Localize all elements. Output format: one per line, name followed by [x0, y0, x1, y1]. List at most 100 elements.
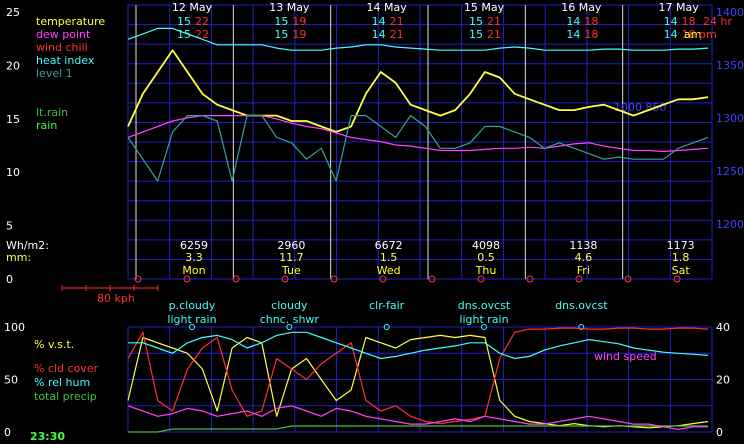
y-tick-label: 0	[4, 426, 11, 439]
legend-label: temperature	[36, 15, 105, 28]
day-hi-value: 14	[566, 15, 580, 28]
y2-tick-label: 20	[716, 374, 730, 387]
day-weekday-label: Sat	[672, 264, 691, 277]
day-date-label: 12 May	[172, 1, 213, 14]
y2-tick-label: 1250	[716, 165, 744, 178]
day-weekday-label: Mon	[182, 264, 205, 277]
wind-direction-marker	[134, 275, 142, 283]
suffix-am-label: am	[684, 28, 701, 41]
weather-detail-label: light rain	[459, 313, 508, 326]
day-date-label: 15 May	[464, 1, 505, 14]
legend-label: % v.s.t.	[34, 338, 74, 351]
day-weekday-label: Wed	[377, 264, 401, 277]
day-date-label: 17 May	[659, 1, 700, 14]
y2-tick-label: 1400	[716, 6, 744, 19]
legend-label: % rel hum	[34, 376, 90, 389]
series-line-total-precip	[128, 425, 708, 433]
rain-row-label: mm:	[6, 251, 31, 264]
y-tick-label: 10	[6, 166, 20, 179]
day-date-label: 16 May	[561, 1, 602, 14]
weather-marker	[383, 324, 390, 330]
day-lo-value: 21	[487, 15, 501, 28]
pressure-note: 1000.850	[614, 101, 667, 114]
wind-direction-marker	[232, 275, 240, 283]
y-tick-label: 50	[4, 374, 18, 387]
day-hi-am-value: 14	[372, 28, 386, 41]
legend-label: wind chill	[36, 41, 88, 54]
legend-label: heat index	[36, 54, 95, 67]
y-tick-label: 25	[6, 6, 20, 19]
day-hi-am-value: 14	[566, 28, 580, 41]
day-rain-mm-value: 3.3	[185, 251, 203, 264]
day-hi-am-value: 15	[469, 28, 483, 41]
weather-condition-label: dns.ovcst	[555, 299, 608, 312]
day-hi-value: 15	[274, 15, 288, 28]
day-hi-am-value: 15	[274, 28, 288, 41]
y2-tick-label: 1200	[716, 218, 744, 231]
wind-direction-marker	[183, 275, 191, 283]
weather-condition-label: cloudy	[271, 299, 308, 312]
day-lo-value: 22	[195, 15, 209, 28]
day-hi-value: 14	[372, 15, 386, 28]
weather-condition-label: dns.ovcst	[458, 299, 511, 312]
day-hi-value: 14	[664, 15, 678, 28]
series-line-wind-speed	[127, 405, 708, 430]
day-lo-pm-value: 18	[682, 28, 696, 41]
series-line--rel-hum	[128, 331, 709, 360]
day-rain-mm-value: 1.8	[672, 251, 690, 264]
legend-label: dew point	[36, 28, 91, 41]
weather-marker	[481, 324, 487, 330]
y-tick-label: 5	[6, 220, 13, 233]
weather-condition-label: p.cloudy	[169, 299, 216, 312]
legend-label: lt.rain	[36, 106, 68, 119]
wind-direction-marker	[330, 275, 338, 283]
day-energy-value: 4098	[472, 239, 500, 252]
wind-direction-marker	[281, 275, 289, 283]
energy-row-label: Wh/m2:	[6, 239, 49, 252]
day-hi-value: 15	[177, 15, 191, 28]
wind-direction-marker	[624, 275, 632, 283]
wind-direction-marker	[526, 275, 534, 283]
clock-time: 23:30	[30, 430, 65, 443]
day-energy-value: 6672	[375, 239, 403, 252]
day-lo-value: 18	[584, 15, 598, 28]
day-energy-value: 1138	[569, 239, 597, 252]
legend-label: % cld cover	[34, 362, 99, 375]
day-hi-value: 15	[469, 15, 483, 28]
day-weekday-label: Thu	[475, 264, 497, 277]
y-tick-label: 15	[6, 113, 20, 126]
day-energy-value: 6259	[180, 239, 208, 252]
day-lo-pm-value: 21	[487, 28, 501, 41]
legend-label: rain	[36, 119, 57, 132]
wind-direction-marker	[477, 275, 485, 283]
day-lo-pm-value: 21	[390, 28, 404, 41]
series-line-temperature	[127, 49, 709, 133]
weather-detail-label: light rain	[167, 313, 216, 326]
y2-tick-label: 40	[716, 321, 730, 334]
day-hi-am-value: 14	[664, 28, 678, 41]
legend-label: level 1	[36, 67, 73, 80]
y2-tick-label: 1350	[716, 59, 744, 72]
wind-scale-label: 80 kph	[97, 292, 135, 305]
y2-tick-label: 0	[716, 426, 723, 439]
y2-tick-label: 1300	[716, 112, 744, 125]
wind-direction-marker	[428, 275, 436, 283]
day-lo-pm-value: 18	[584, 28, 598, 41]
y-tick-label: 20	[6, 59, 20, 72]
day-lo-value: 21	[390, 15, 404, 28]
day-weekday-label: Tue	[281, 264, 301, 277]
day-energy-value: 1173	[667, 239, 695, 252]
day-weekday-label: Fri	[577, 264, 590, 277]
weather-marker	[578, 324, 585, 330]
day-rain-mm-value: 4.6	[575, 251, 593, 264]
day-date-label: 13 May	[269, 1, 310, 14]
day-date-label: 14 May	[367, 1, 408, 14]
legend-label: wind speed	[594, 350, 657, 363]
weather-condition-label: clr-fair	[369, 299, 405, 312]
y-tick-label: 0	[6, 273, 13, 286]
day-rain-mm-value: 11.7	[279, 251, 304, 264]
day-lo-value: 18	[682, 15, 696, 28]
day-lo-value: 19	[292, 15, 306, 28]
day-rain-mm-value: 1.5	[380, 251, 398, 264]
